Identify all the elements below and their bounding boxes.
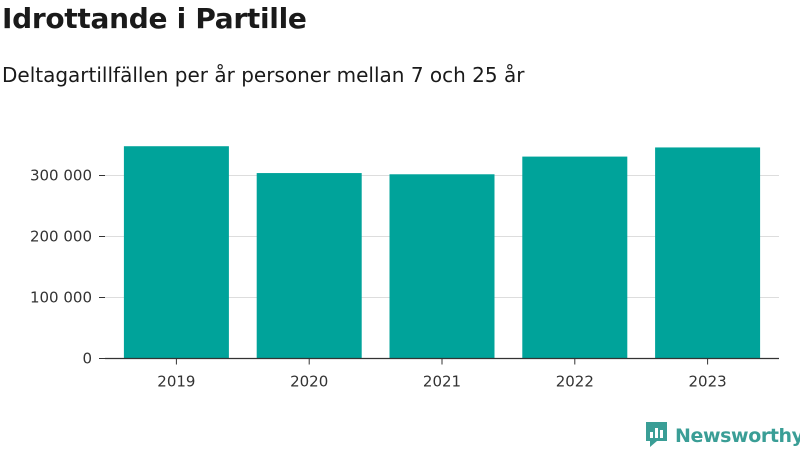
x-tick-label: 2023 xyxy=(689,373,727,391)
bar-2022 xyxy=(522,156,628,359)
x-axis-ticks: 2019 2020 2021 2022 2023 xyxy=(157,358,727,391)
y-tick-label: 100 000 xyxy=(30,289,92,307)
bar-2021 xyxy=(389,174,495,359)
y-tick-label: 0 xyxy=(82,350,92,368)
bar-2023 xyxy=(655,147,761,359)
x-tick-label: 2021 xyxy=(423,373,461,391)
x-tick-label: 2020 xyxy=(290,373,328,391)
y-axis-ticks: 0 100 000 200 000 300 000 xyxy=(30,167,105,368)
chart-title: Idrottande i Partille xyxy=(2,2,307,35)
x-tick-label: 2019 xyxy=(157,373,195,391)
y-tick-label: 300 000 xyxy=(30,167,92,185)
chart-subtitle: Deltagartillfällen per år personer mella… xyxy=(2,63,525,87)
bars xyxy=(123,146,761,359)
x-tick-label: 2022 xyxy=(556,373,594,391)
newsworthy-logo: Newsworthy xyxy=(644,420,800,452)
newsworthy-brand-name: Newsworthy xyxy=(675,425,800,447)
newsworthy-bar-chart-icon xyxy=(644,420,669,452)
bar-2019 xyxy=(123,146,229,359)
y-tick-label: 200 000 xyxy=(30,228,92,246)
bar-2020 xyxy=(256,173,362,359)
